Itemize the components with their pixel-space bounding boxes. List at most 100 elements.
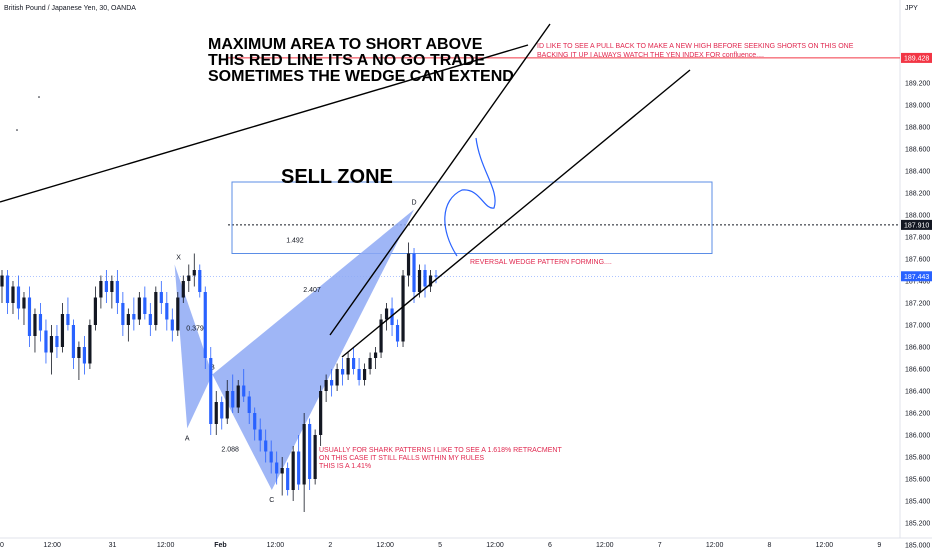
- candle: [247, 391, 251, 424]
- candle: [313, 429, 317, 485]
- shark-pattern[interactable]: X A B C D 0.379 2.088 2.407 1.492: [174, 200, 417, 505]
- candle: [214, 391, 218, 435]
- candle-body: [170, 319, 174, 331]
- candle-body: [44, 330, 48, 353]
- candle-body: [341, 369, 345, 375]
- candle: [143, 286, 147, 320]
- candle-body: [362, 369, 367, 380]
- price-badges: 189.428 187.910 187.443: [901, 52, 932, 282]
- candle: [181, 275, 185, 303]
- shark-note-line-2: ON THIS CASE IT STILL FALLS WITHIN MY RU…: [319, 455, 484, 462]
- candle: [159, 281, 163, 314]
- candle-body: [88, 325, 92, 364]
- wedge-upper-line[interactable]: [329, 23, 551, 336]
- x-tick-label: 12:00: [596, 542, 614, 549]
- candle: [77, 341, 81, 380]
- candle-body: [104, 281, 108, 292]
- x-tick-label: 2: [328, 542, 332, 549]
- pattern-triangle-bcd[interactable]: [212, 209, 414, 491]
- candle: [110, 275, 114, 309]
- long-trendline[interactable]: [0, 44, 529, 203]
- shark-note-line-1: USUALLY FOR SHARK PATTERNS I LIKE TO SEE…: [319, 447, 562, 454]
- price-badge: [901, 219, 932, 230]
- candle-body: [236, 385, 240, 408]
- pattern-point-x: X: [176, 255, 181, 262]
- candle-body: [115, 281, 119, 303]
- sell-zone-box[interactable]: [231, 181, 713, 254]
- candle-body: [373, 352, 378, 358]
- price-badge: [901, 271, 932, 282]
- headline-line-1: MAXIMUM AREA TO SHORT ABOVE: [208, 36, 483, 53]
- candle-body: [33, 314, 37, 336]
- x-tick-label: 12:00: [706, 542, 724, 549]
- candle: [253, 407, 257, 441]
- candle-body: [60, 314, 65, 347]
- candle-body: [335, 369, 339, 386]
- candle-body: [434, 275, 438, 277]
- pattern-point-c: C: [269, 497, 274, 504]
- instrument-title: British Pound / Japanese Yen, 30, OANDA: [4, 5, 136, 12]
- candle: [198, 264, 202, 298]
- candle: [148, 303, 152, 336]
- projected-path-curve[interactable]: [444, 137, 496, 257]
- note-top-line-2: BACKING IT UP I ALWAYS WATCH THE YEN IND…: [537, 52, 764, 59]
- y-tick-label: 187.800: [905, 235, 930, 242]
- candle: [341, 358, 345, 386]
- candle-body: [225, 391, 229, 419]
- pattern-triangle-xab[interactable]: [174, 264, 213, 429]
- candle: [264, 429, 268, 463]
- candle: [280, 457, 284, 496]
- x-tick-label: 5: [438, 542, 442, 549]
- candle-body: [77, 347, 81, 358]
- stray-dot: [38, 96, 40, 98]
- y-tick-label: 189.200: [905, 81, 930, 88]
- candle: [428, 270, 433, 292]
- candle-body: [71, 325, 76, 358]
- candle-body: [154, 292, 158, 325]
- candle-body: [220, 402, 224, 419]
- candle-body: [275, 462, 279, 474]
- x-tick-label: 12:00: [267, 542, 285, 549]
- candle-body: [390, 308, 394, 325]
- candle-body: [368, 358, 372, 369]
- ratio-label: 0.379: [186, 326, 204, 333]
- candle: [231, 374, 235, 413]
- x-tick-label: 12:00: [486, 542, 504, 549]
- price-badge-label: 189.428: [904, 55, 929, 62]
- y-tick-label: 188.000: [905, 213, 930, 220]
- price-axis[interactable]: 189.200 189.000 188.800 188.600 188.400 188.2…: [905, 81, 930, 550]
- candle-body: [379, 319, 383, 353]
- candle: [362, 363, 367, 386]
- y-tick-label: 187.000: [905, 323, 930, 330]
- stray-dot: [16, 129, 18, 131]
- shark-note-line-3: THIS IS A 1.41%: [319, 463, 371, 470]
- candle: [379, 314, 383, 358]
- candle: [154, 286, 158, 331]
- candle: [22, 292, 26, 325]
- candle: [49, 325, 54, 375]
- wedge-lower-line[interactable]: [341, 69, 691, 358]
- candle: [55, 325, 59, 358]
- candle: [137, 292, 141, 325]
- candle-body: [143, 297, 147, 314]
- candle-body: [55, 336, 59, 347]
- candle: [406, 242, 411, 287]
- x-tick-label: 30: [0, 542, 4, 549]
- candle-body: [291, 451, 295, 490]
- candle: [170, 308, 174, 342]
- candle: [176, 292, 180, 336]
- time-axis[interactable]: 30 12:00 31 12:00 Feb 12:00 2 12:00 5 12:00 6 12:00…: [0, 542, 881, 549]
- y-tick-label: 188.600: [905, 147, 930, 154]
- candle-body: [412, 253, 416, 292]
- candle: [187, 264, 191, 292]
- candle-body: [198, 270, 202, 292]
- candle: [38, 303, 43, 342]
- candle-body: [308, 424, 312, 479]
- candle: [417, 264, 422, 298]
- candle: [401, 270, 405, 347]
- candle: [126, 308, 130, 342]
- candle-body: [16, 286, 21, 309]
- y-tick-label: 187.600: [905, 257, 930, 264]
- candle-body: [214, 402, 218, 424]
